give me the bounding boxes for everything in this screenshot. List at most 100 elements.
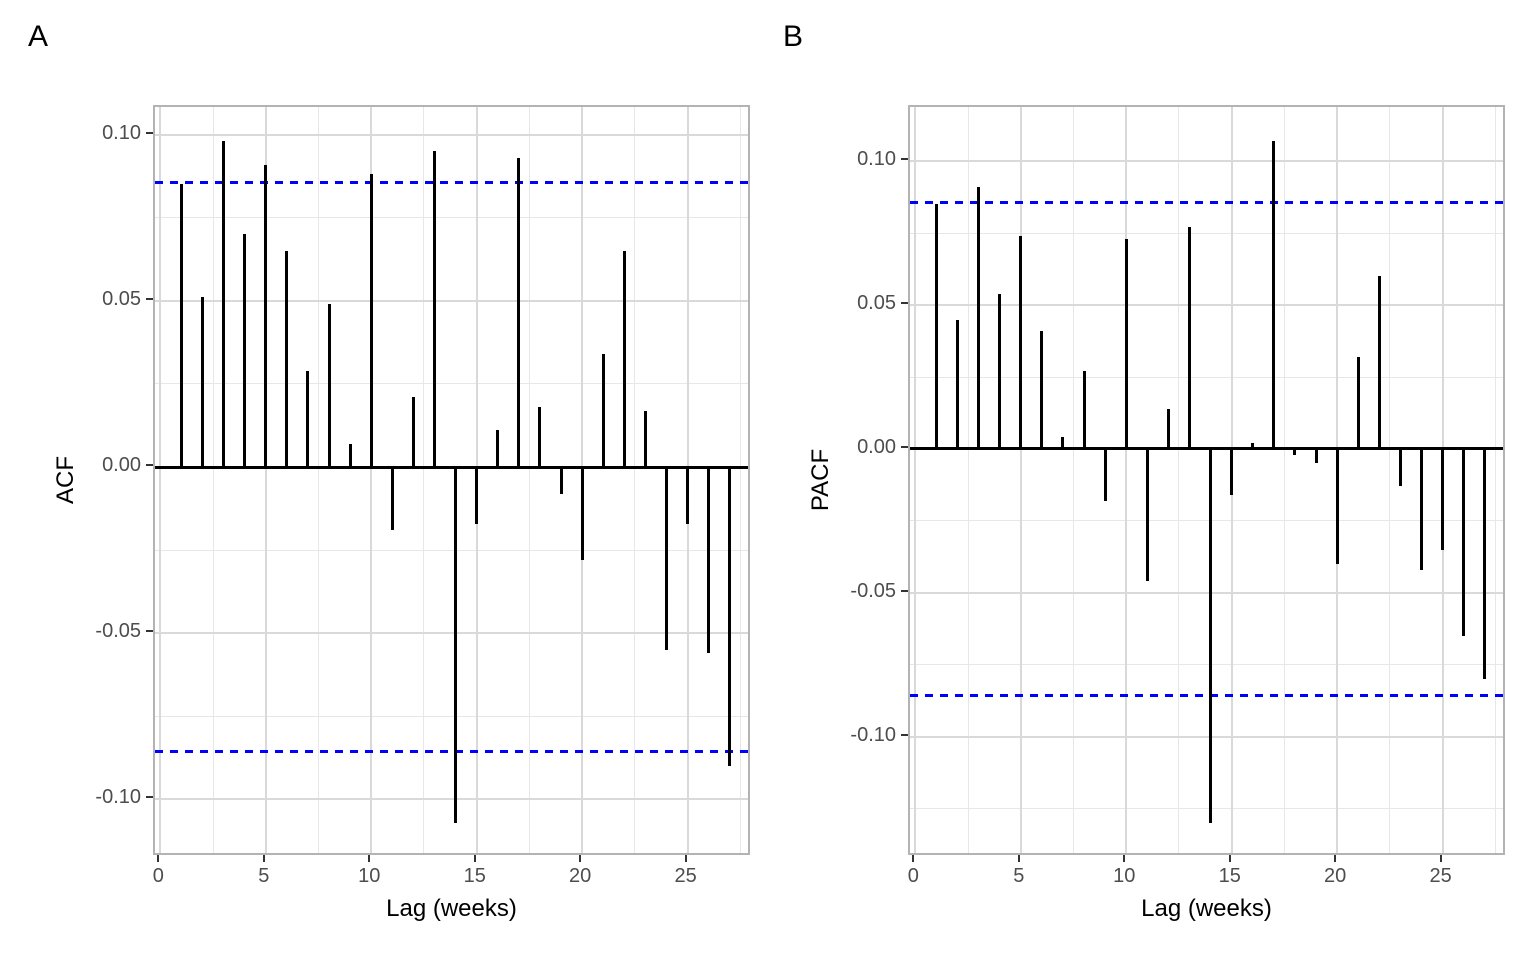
gridline-minor-horizontal xyxy=(155,383,748,385)
gridline-major-horizontal xyxy=(155,299,748,302)
pacf-bar xyxy=(1420,448,1424,570)
confidence-bound-line xyxy=(910,200,1503,204)
acf-bar xyxy=(222,141,226,468)
acf-bar xyxy=(390,467,394,531)
gridline-major-horizontal xyxy=(910,160,1503,163)
x-axis-tick xyxy=(684,855,687,862)
gridline-minor-horizontal xyxy=(910,520,1503,522)
gridline-major-vertical xyxy=(1019,107,1022,853)
acf-bar xyxy=(411,397,415,468)
y-axis-tick-label: -0.05 xyxy=(850,579,896,602)
confidence-bound-line xyxy=(910,693,1503,697)
gridline-major-horizontal xyxy=(155,798,748,801)
x-axis-tick-label: 0 xyxy=(907,865,919,887)
y-axis-tick xyxy=(901,589,908,592)
pacf-bar xyxy=(1209,448,1213,823)
pacf-bar xyxy=(977,187,981,449)
x-axis-tick-label: 20 xyxy=(1324,865,1347,887)
pacf-bar xyxy=(1251,443,1255,449)
acf-bar xyxy=(475,467,479,524)
gridline-minor-vertical xyxy=(528,107,530,853)
gridline-minor-horizontal xyxy=(910,664,1503,666)
gridline-minor-horizontal xyxy=(155,217,748,219)
gridline-minor-vertical xyxy=(423,107,425,853)
gridline-minor-horizontal xyxy=(910,376,1503,378)
y-axis-tick-label: 0.10 xyxy=(857,148,896,171)
gridline-major-vertical xyxy=(159,107,162,853)
gridline-minor-vertical xyxy=(1178,107,1180,853)
gridline-minor-horizontal xyxy=(155,715,748,717)
x-axis-tick-label: 15 xyxy=(1218,865,1241,887)
pacf-bar xyxy=(1314,448,1318,464)
pacf-bar xyxy=(1124,238,1128,449)
gridline-major-vertical xyxy=(914,107,917,853)
gridline-major-horizontal xyxy=(910,304,1503,307)
x-axis-tick xyxy=(579,855,582,862)
acf-bar xyxy=(601,354,605,468)
acf-bar xyxy=(285,250,289,468)
x-axis-tick-label: 10 xyxy=(1113,865,1136,887)
acf-bar xyxy=(264,164,268,468)
acf-bar xyxy=(243,234,247,468)
x-axis-tick xyxy=(1334,855,1337,862)
panel-a-x-axis-title: Lag (weeks) xyxy=(386,895,517,922)
pacf-bar xyxy=(1082,371,1086,449)
confidence-bound-line xyxy=(155,180,748,184)
gridline-minor-vertical xyxy=(1283,107,1285,853)
acf-bar xyxy=(517,157,521,468)
acf-bar xyxy=(306,370,310,468)
y-axis-tick-label: 0.00 xyxy=(102,454,141,477)
gridline-minor-vertical xyxy=(1389,107,1391,853)
gridline-major-horizontal xyxy=(910,735,1503,738)
acf-bar xyxy=(348,443,352,468)
x-axis-tick xyxy=(1017,855,1020,862)
panel-a-plot-area xyxy=(153,105,750,855)
acf-bar xyxy=(179,184,183,468)
confidence-bound-line xyxy=(155,750,748,754)
pacf-bar xyxy=(1377,276,1381,449)
y-axis-tick xyxy=(146,796,153,799)
acf-bar xyxy=(369,174,373,468)
y-axis-tick xyxy=(146,464,153,467)
gridline-minor-vertical xyxy=(967,107,969,853)
y-axis-tick-label: 0.10 xyxy=(102,121,141,144)
pacf-bar xyxy=(1145,448,1149,582)
acf-bar xyxy=(665,467,669,650)
acf-bar xyxy=(327,304,331,468)
pacf-bar xyxy=(1103,448,1107,501)
pacf-bar xyxy=(1230,448,1234,495)
gridline-major-vertical xyxy=(264,107,267,853)
gridline-major-horizontal xyxy=(910,591,1503,594)
y-axis-tick xyxy=(901,733,908,736)
x-axis-tick xyxy=(157,855,160,862)
y-axis-tick-label: 0.05 xyxy=(102,287,141,310)
pacf-bar xyxy=(934,204,938,449)
pacf-bar xyxy=(1335,448,1339,564)
gridline-minor-vertical xyxy=(1494,107,1496,853)
gridline-minor-vertical xyxy=(634,107,636,853)
gridline-minor-horizontal xyxy=(155,549,748,551)
y-axis-tick xyxy=(146,630,153,633)
acf-bar xyxy=(580,467,584,561)
pacf-bar xyxy=(998,293,1002,449)
x-axis-tick xyxy=(473,855,476,862)
acf-bar xyxy=(496,430,500,468)
y-axis-tick xyxy=(901,302,908,305)
gridline-minor-vertical xyxy=(1072,107,1074,853)
panel-a-label: A xyxy=(28,20,49,53)
gridline-minor-horizontal xyxy=(910,232,1503,234)
panel-b-label: B xyxy=(783,20,804,53)
gridline-major-vertical xyxy=(370,107,373,853)
pacf-axis-title: PACF xyxy=(807,448,834,512)
zero-line xyxy=(155,465,748,469)
gridline-minor-vertical xyxy=(317,107,319,853)
x-axis-tick-label: 25 xyxy=(1429,865,1452,887)
x-axis-tick-label: 20 xyxy=(569,865,592,887)
gridline-minor-horizontal xyxy=(910,807,1503,809)
y-axis-tick xyxy=(901,158,908,161)
gridline-minor-vertical xyxy=(212,107,214,853)
x-axis-tick xyxy=(912,855,915,862)
pacf-bar xyxy=(1462,448,1466,636)
pacf-bar xyxy=(1483,448,1487,679)
pacf-bar xyxy=(1441,448,1445,550)
